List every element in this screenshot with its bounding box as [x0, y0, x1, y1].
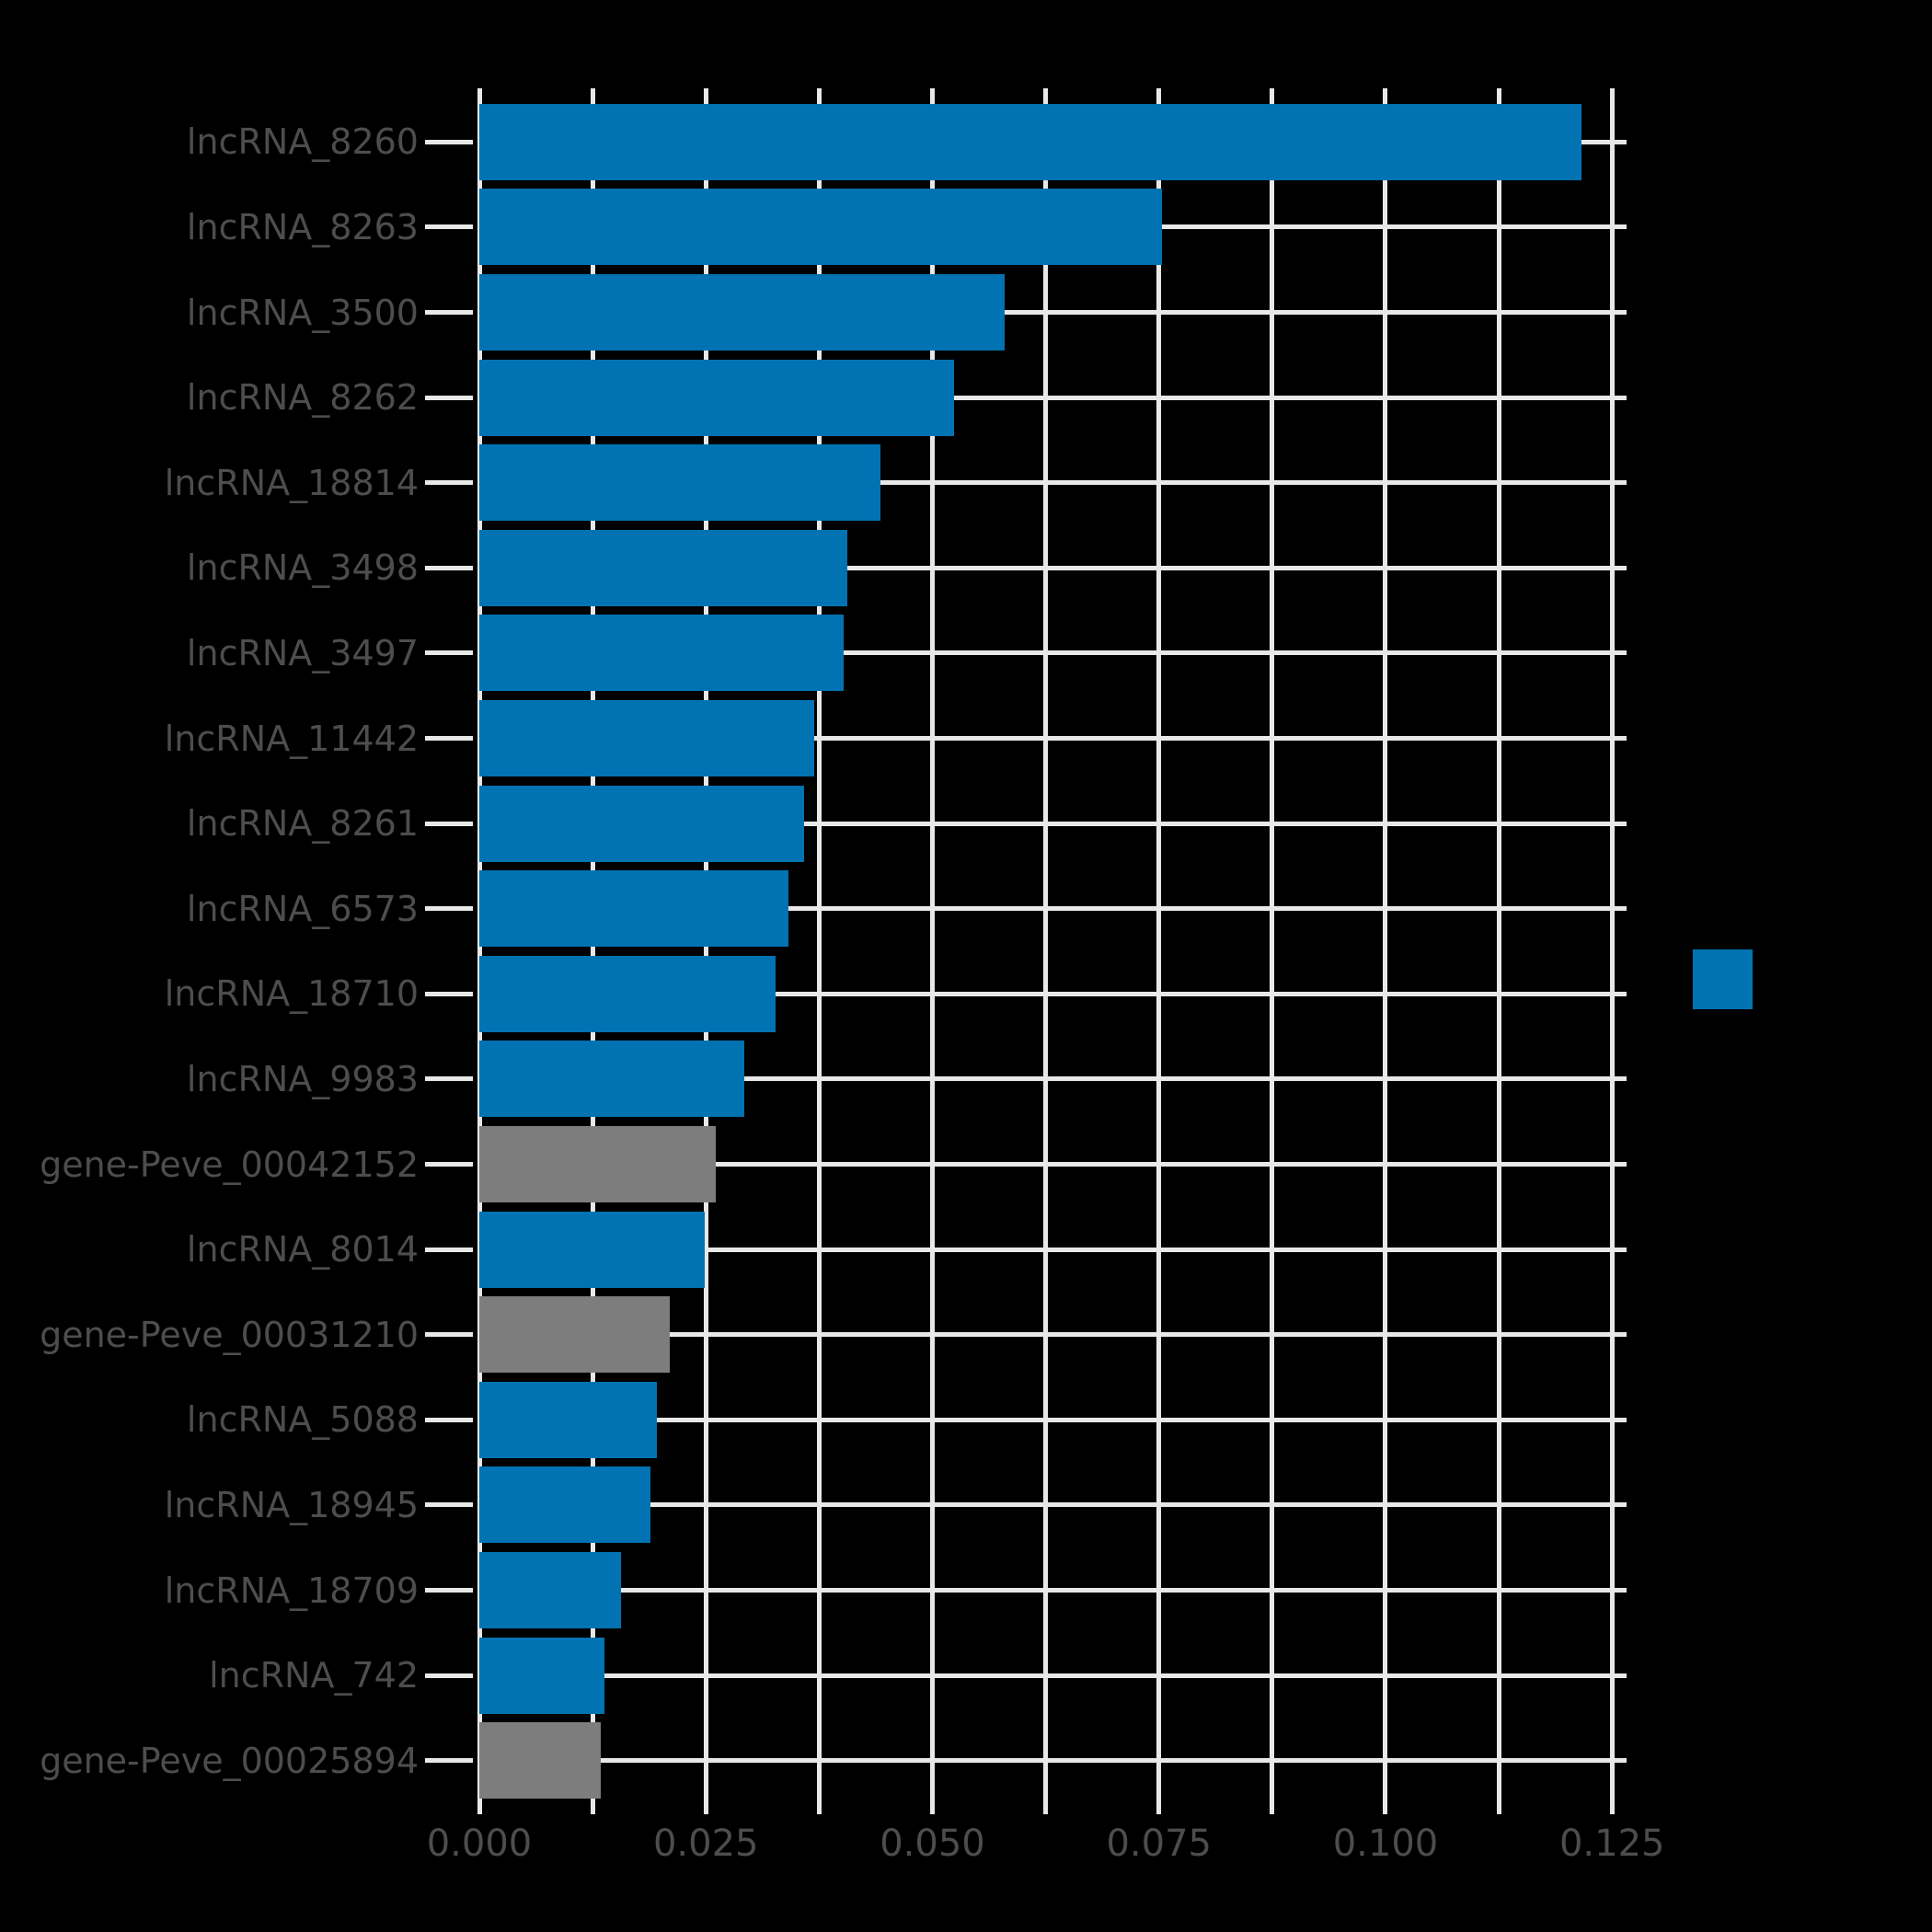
y-label-lncRNA_8261: lncRNA_8261 [186, 803, 419, 845]
y-label-lncRNA_742: lncRNA_742 [209, 1655, 419, 1696]
y-tick-lncRNA_18709 [425, 1588, 473, 1593]
y-tick-lncRNA_8014 [425, 1247, 473, 1252]
y-label-gene-Peve_00031210: gene-Peve_00031210 [40, 1314, 419, 1355]
x-gridline-0 [477, 88, 482, 1814]
y-tick-gene-Peve_00031210 [425, 1332, 473, 1338]
x-gridline-0.075 [1156, 88, 1162, 1814]
y-label-gene-Peve_00042152: gene-Peve_00042152 [40, 1144, 419, 1185]
y-label-lncRNA_18945: lncRNA_18945 [164, 1484, 419, 1525]
x-tick-label-0.050: 0.050 [880, 1823, 985, 1865]
bar-lncRNA_8014 [479, 1211, 706, 1288]
bar-gene-Peve_00042152 [479, 1126, 717, 1202]
x-tick-label-0.000: 0.000 [426, 1823, 533, 1865]
y-gridline-lncRNA_742 [479, 1673, 1627, 1678]
y-gridline-lncRNA_3497 [479, 650, 1627, 656]
y-gridline-lncRNA_3500 [479, 310, 1627, 315]
y-tick-lncRNA_5088 [425, 1417, 473, 1422]
x-gridline-0.0875 [1270, 88, 1275, 1814]
y-gridline-lncRNA_18710 [479, 991, 1627, 996]
y-tick-lncRNA_742 [425, 1673, 473, 1678]
y-gridline-lncRNA_18814 [479, 480, 1627, 486]
y-gridline-lncRNA_18945 [479, 1502, 1627, 1508]
x-gridline-0.125 [1609, 88, 1615, 1814]
y-tick-lncRNA_8262 [425, 395, 473, 400]
bar-lncRNA_5088 [479, 1381, 658, 1458]
y-label-lncRNA_18710: lncRNA_18710 [164, 973, 419, 1015]
y-label-lncRNA_8260: lncRNA_8260 [186, 121, 419, 163]
x-tick-label-0.100: 0.100 [1332, 1823, 1439, 1865]
x-gridline-0.025 [703, 88, 708, 1814]
y-tick-lncRNA_18814 [425, 480, 473, 486]
y-label-lncRNA_5088: lncRNA_5088 [186, 1399, 419, 1441]
bar-lncRNA_18709 [479, 1552, 621, 1628]
y-tick-gene-Peve_00025894 [425, 1758, 473, 1764]
x-tick-label-0.125: 0.125 [1558, 1823, 1665, 1865]
y-label-lncRNA_9983: lncRNA_9983 [186, 1058, 419, 1099]
y-tick-lncRNA_8263 [425, 224, 473, 230]
y-label-lncRNA_6573: lncRNA_6573 [186, 888, 419, 929]
x-gridline-0.0625 [1043, 88, 1049, 1814]
bar-lncRNA_3500 [479, 274, 1006, 351]
bar-lncRNA_6573 [479, 870, 788, 948]
y-gridline-lncRNA_8014 [479, 1247, 1627, 1252]
bar-lncRNA_8263 [479, 189, 1162, 266]
y-gridline-lncRNA_8262 [479, 395, 1627, 400]
y-label-lncRNA_3498: lncRNA_3498 [186, 547, 419, 589]
y-gridline-gene-Peve_00025894 [479, 1758, 1627, 1764]
y-gridline-lncRNA_18709 [479, 1588, 1627, 1593]
y-label-lncRNA_18709: lncRNA_18709 [164, 1570, 419, 1611]
bar-gene-Peve_00031210 [479, 1296, 670, 1374]
y-tick-lncRNA_3497 [425, 650, 473, 656]
y-label-lncRNA_3497: lncRNA_3497 [186, 632, 419, 673]
y-tick-lncRNA_18945 [425, 1502, 473, 1508]
y-tick-lncRNA_9983 [425, 1076, 473, 1082]
y-label-lncRNA_8263: lncRNA_8263 [186, 206, 419, 247]
x-gridline-0.1125 [1496, 88, 1501, 1814]
x-gridline-0.0375 [816, 88, 822, 1814]
y-gridline-gene-Peve_00042152 [479, 1162, 1627, 1167]
bar-lncRNA_742 [479, 1637, 604, 1714]
y-tick-lncRNA_6573 [425, 906, 473, 912]
bar-lncRNA_8262 [479, 359, 955, 436]
y-tick-gene-Peve_00042152 [425, 1162, 473, 1167]
y-label-lncRNA_18814: lncRNA_18814 [164, 462, 419, 503]
y-gridline-lncRNA_9983 [479, 1076, 1627, 1082]
y-gridline-lncRNA_11442 [479, 736, 1627, 741]
y-label-lncRNA_11442: lncRNA_11442 [164, 718, 419, 759]
bar-lncRNA_8261 [479, 785, 804, 862]
y-tick-lncRNA_8260 [425, 139, 473, 144]
y-gridline-lncRNA_8261 [479, 821, 1627, 826]
y-label-lncRNA_8262: lncRNA_8262 [186, 377, 419, 419]
bar-lncRNA_18814 [479, 444, 881, 522]
bar-lncRNA_11442 [479, 700, 815, 776]
y-tick-lncRNA_3498 [425, 565, 473, 570]
x-tick-label-0.075: 0.075 [1106, 1823, 1212, 1865]
x-gridline-0.05 [929, 88, 935, 1814]
bar-gene-Peve_00025894 [479, 1722, 601, 1800]
bar-lncRNA_9983 [479, 1041, 744, 1118]
y-tick-lncRNA_18710 [425, 991, 473, 996]
legend-swatch [1693, 949, 1753, 1009]
bar-lncRNA_8260 [479, 103, 1581, 180]
bar-lncRNA_18710 [479, 955, 776, 1032]
bar-lncRNA_18945 [479, 1466, 651, 1544]
y-label-gene-Peve_00025894: gene-Peve_00025894 [40, 1740, 419, 1781]
y-gridline-gene-Peve_00031210 [479, 1332, 1627, 1338]
x-tick-label-0.025: 0.025 [652, 1823, 759, 1865]
x-gridline-0.0125 [590, 88, 595, 1814]
y-tick-lncRNA_3500 [425, 310, 473, 315]
bar-lncRNA_3498 [479, 529, 847, 606]
y-label-lncRNA_3500: lncRNA_3500 [186, 292, 419, 333]
y-tick-lncRNA_8261 [425, 821, 473, 826]
y-gridline-lncRNA_5088 [479, 1417, 1627, 1422]
y-gridline-lncRNA_3498 [479, 565, 1627, 570]
bar-lncRNA_3497 [479, 615, 844, 692]
x-gridline-0.1 [1383, 88, 1388, 1814]
y-label-lncRNA_8014: lncRNA_8014 [186, 1229, 419, 1271]
y-gridline-lncRNA_6573 [479, 906, 1627, 912]
y-tick-lncRNA_11442 [425, 736, 473, 741]
